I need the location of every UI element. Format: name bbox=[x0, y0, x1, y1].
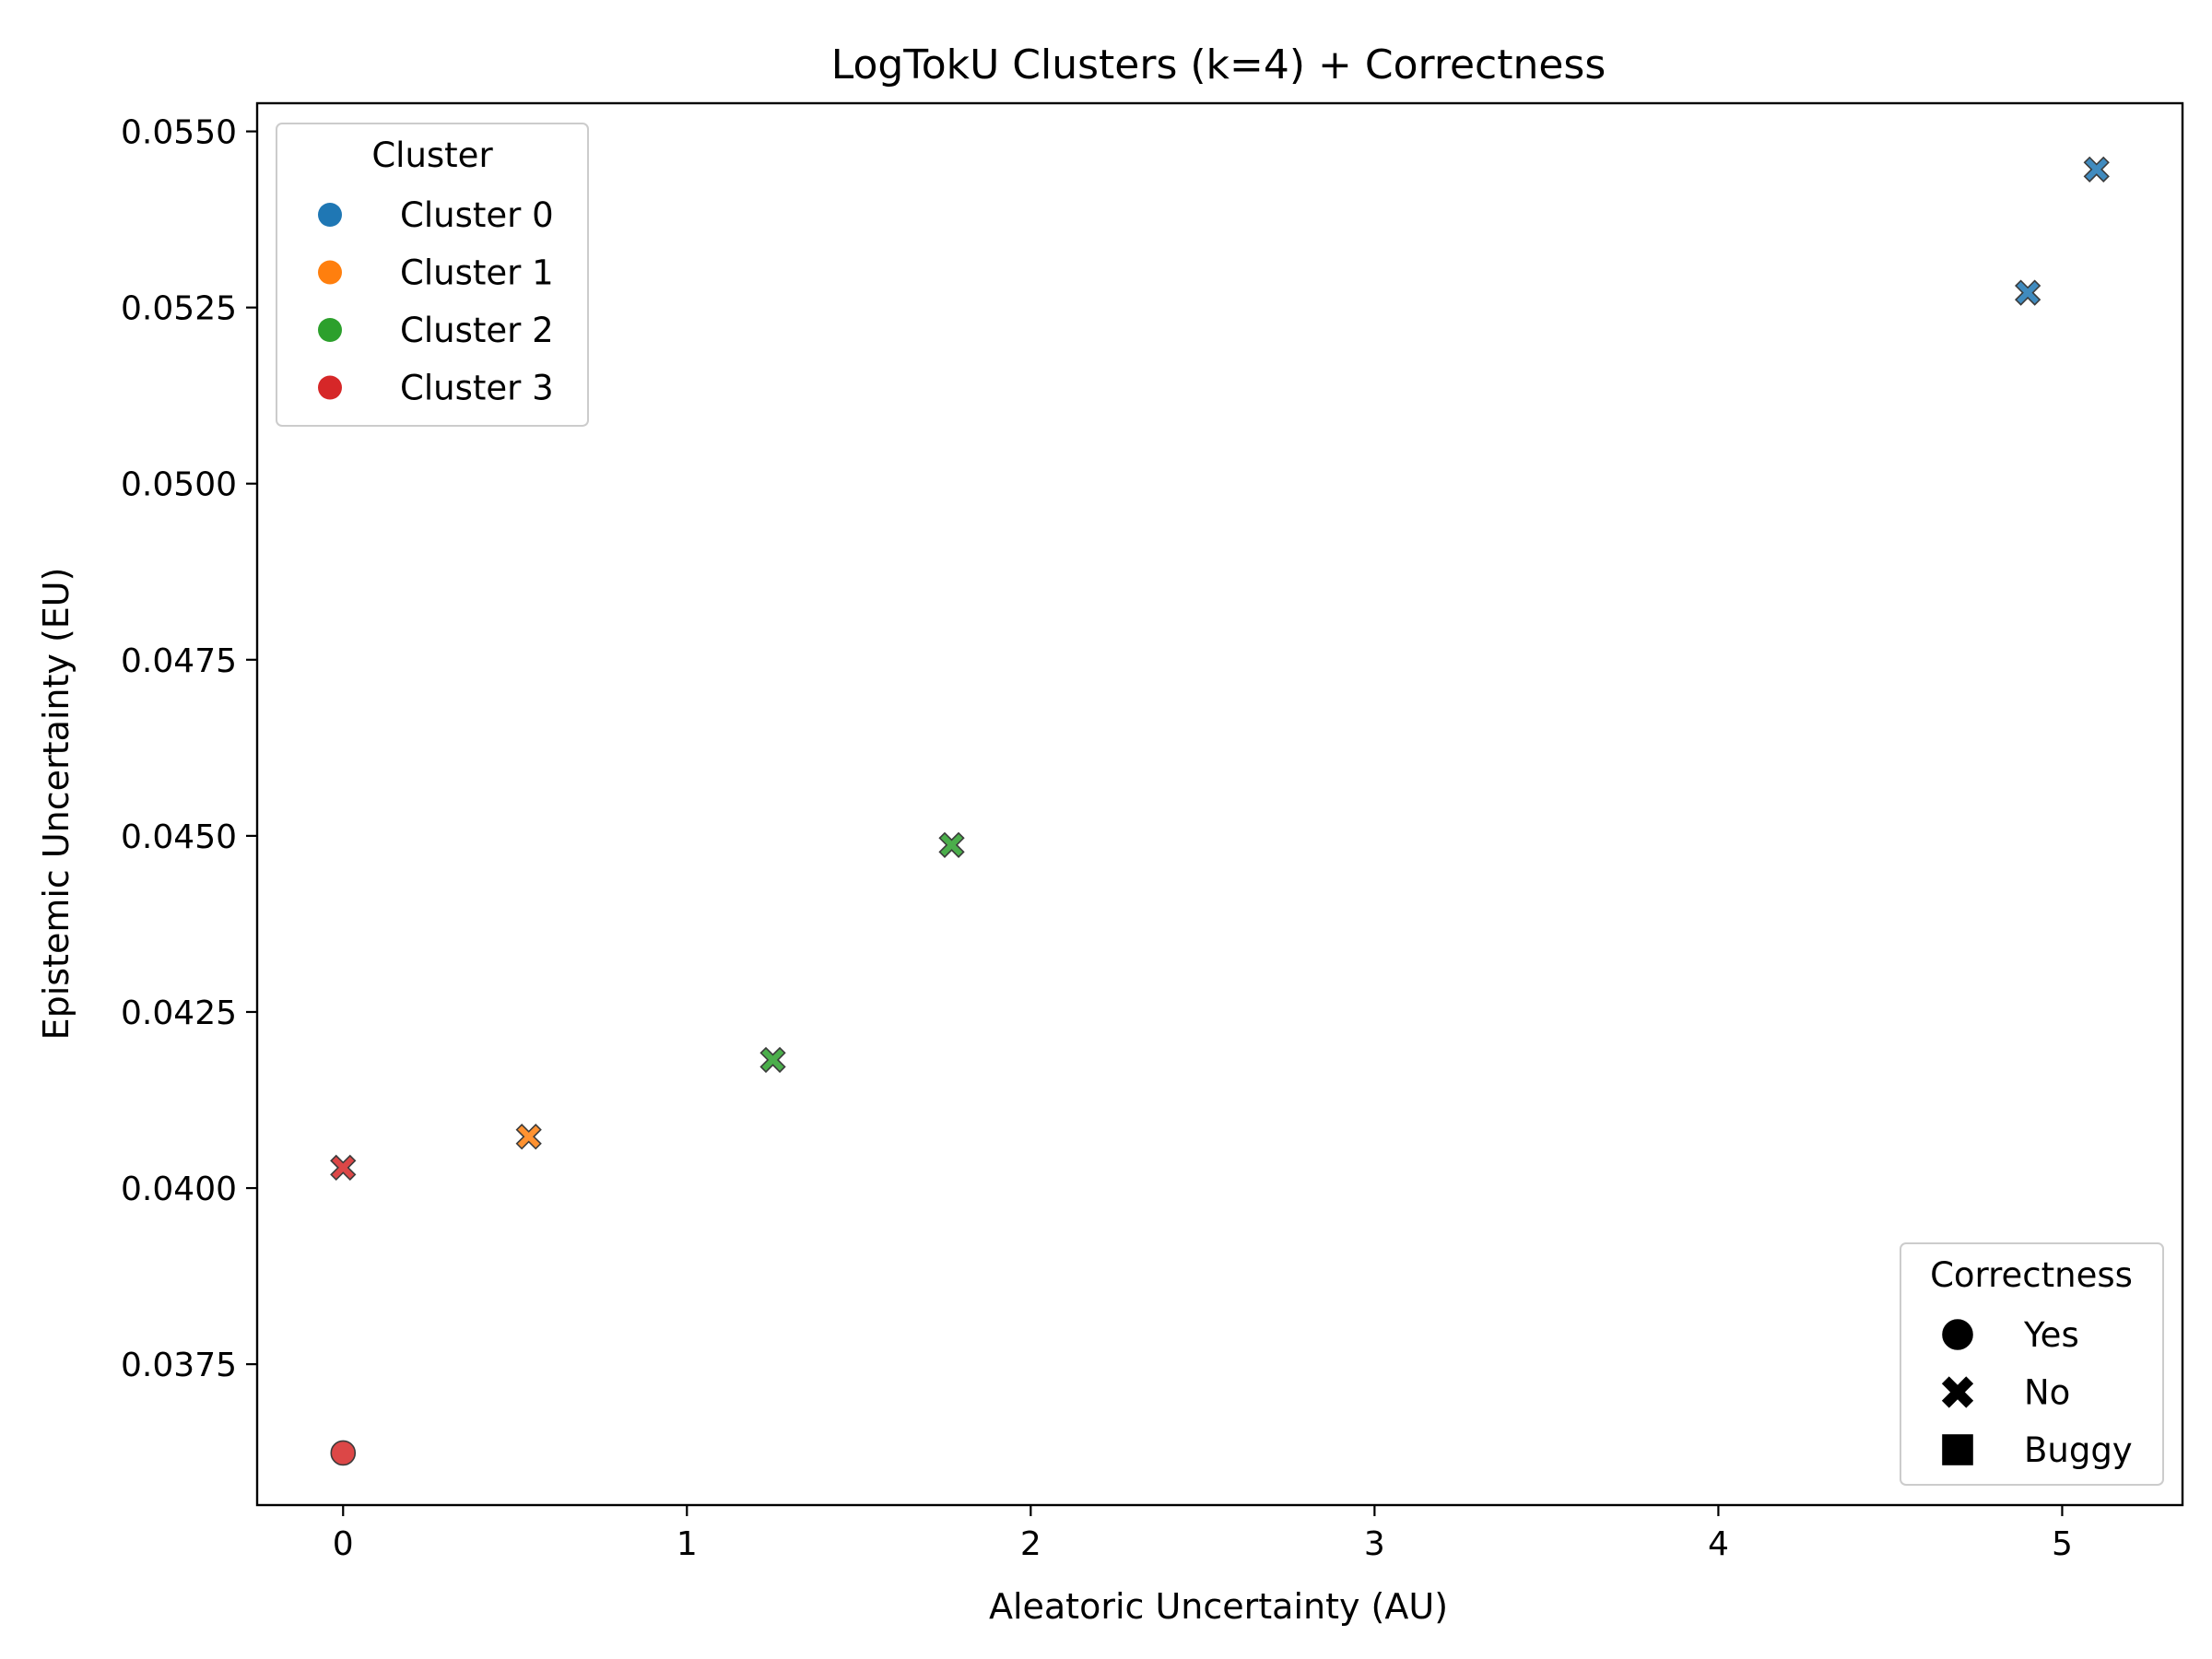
y-tick-label: 0.0425 bbox=[121, 994, 237, 1032]
x-tick-label: 4 bbox=[1708, 1525, 1729, 1563]
legend-marker-cluster-1 bbox=[318, 260, 342, 285]
legend-cluster: Cluster Cluster 0 Cluster 1 Cluster 2 Cluste… bbox=[276, 123, 589, 427]
x-axis: 0 1 2 3 4 5 bbox=[333, 1505, 2073, 1563]
x-axis-label: Aleatoric Uncertainty (AU) bbox=[989, 1586, 1448, 1627]
legend-item-label: Cluster 2 bbox=[400, 311, 554, 350]
legend-marker-cluster-0 bbox=[318, 203, 342, 227]
data-points bbox=[330, 156, 2110, 1466]
legend-frame bbox=[276, 123, 589, 427]
legend-item-label: Cluster 1 bbox=[400, 253, 554, 293]
chart-title: LogTokU Clusters (k=4) + Correctness bbox=[831, 41, 1606, 88]
legend-item-label: Cluster 3 bbox=[400, 369, 554, 408]
data-point-cluster-0-no bbox=[2014, 279, 2041, 306]
data-point-cluster-1-no bbox=[515, 1124, 542, 1150]
data-point-cluster-2-no bbox=[759, 1046, 786, 1074]
x-tick-label: 1 bbox=[677, 1525, 698, 1563]
y-tick-label: 0.0475 bbox=[121, 642, 237, 680]
y-tick-label: 0.0450 bbox=[121, 818, 237, 856]
legend-frame bbox=[1900, 1242, 2164, 1486]
y-tick-label: 0.0525 bbox=[121, 290, 237, 328]
data-point-cluster-3-yes bbox=[330, 1440, 357, 1466]
data-point-cluster-3-no bbox=[330, 1154, 357, 1182]
legend-marker-cluster-2 bbox=[318, 318, 342, 342]
legend-item-label: No bbox=[2024, 1373, 2070, 1413]
legend-marker-yes bbox=[1942, 1319, 1973, 1350]
data-point-cluster-2-no bbox=[938, 831, 965, 858]
y-tick-label: 0.0375 bbox=[121, 1347, 237, 1384]
legend-marker-cluster-3 bbox=[318, 375, 342, 400]
legend-title: Cluster bbox=[371, 135, 493, 175]
plot-area bbox=[255, 101, 2184, 1507]
x-tick-label: 5 bbox=[2052, 1525, 2073, 1563]
legend-item-label: Cluster 0 bbox=[400, 195, 554, 235]
legend-item-label: Buggy bbox=[2024, 1430, 2133, 1470]
y-axis-label: Epistemic Uncertainty (EU) bbox=[36, 568, 76, 1041]
legend-title: Correctness bbox=[1930, 1255, 2133, 1295]
legend-marker-buggy bbox=[1942, 1434, 1973, 1465]
legend-correctness: Correctness Yes No Buggy bbox=[1900, 1242, 2164, 1486]
y-tick-label: 0.0550 bbox=[121, 114, 237, 152]
x-tick-label: 3 bbox=[1364, 1525, 1385, 1563]
legend-marker-no bbox=[1941, 1376, 1974, 1408]
legend-item-label: Yes bbox=[2023, 1315, 2079, 1355]
x-tick-label: 0 bbox=[333, 1525, 354, 1563]
data-point-cluster-0-no bbox=[2083, 156, 2110, 182]
y-tick-label: 0.0500 bbox=[121, 466, 237, 504]
y-axis: 0.0375 0.0400 0.0425 0.0450 0.0475 0.0500 0.05… bbox=[121, 114, 257, 1384]
y-tick-label: 0.0400 bbox=[121, 1171, 237, 1208]
x-tick-label: 2 bbox=[1020, 1525, 1041, 1563]
